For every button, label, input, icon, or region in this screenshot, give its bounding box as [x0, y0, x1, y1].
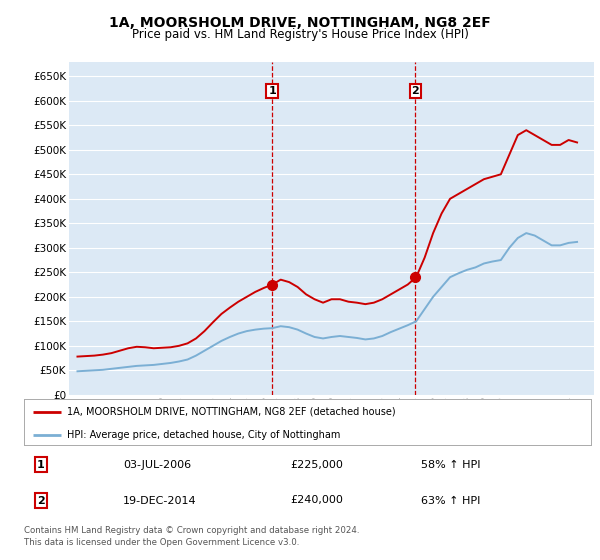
Text: 1A, MOORSHOLM DRIVE, NOTTINGHAM, NG8 2EF (detached house): 1A, MOORSHOLM DRIVE, NOTTINGHAM, NG8 2EF… [67, 407, 395, 417]
Text: 2: 2 [37, 496, 45, 506]
Text: 63% ↑ HPI: 63% ↑ HPI [421, 496, 480, 506]
Text: £225,000: £225,000 [290, 460, 343, 470]
Text: HPI: Average price, detached house, City of Nottingham: HPI: Average price, detached house, City… [67, 430, 340, 440]
Text: 1: 1 [268, 86, 276, 96]
Text: £240,000: £240,000 [290, 496, 343, 506]
Text: Price paid vs. HM Land Registry's House Price Index (HPI): Price paid vs. HM Land Registry's House … [131, 28, 469, 41]
Text: Contains HM Land Registry data © Crown copyright and database right 2024.
This d: Contains HM Land Registry data © Crown c… [24, 526, 359, 547]
Text: 19-DEC-2014: 19-DEC-2014 [123, 496, 197, 506]
Text: 1: 1 [37, 460, 45, 470]
Text: 03-JUL-2006: 03-JUL-2006 [123, 460, 191, 470]
Text: 2: 2 [412, 86, 419, 96]
Text: 58% ↑ HPI: 58% ↑ HPI [421, 460, 481, 470]
Text: 1A, MOORSHOLM DRIVE, NOTTINGHAM, NG8 2EF: 1A, MOORSHOLM DRIVE, NOTTINGHAM, NG8 2EF [109, 16, 491, 30]
